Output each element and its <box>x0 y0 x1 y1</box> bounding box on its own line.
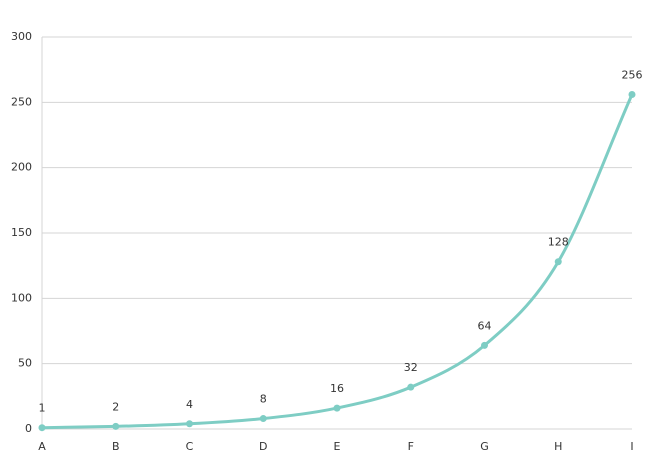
line <box>41 93 634 430</box>
value-label: 32 <box>404 361 418 374</box>
x-tick-label: I <box>630 440 633 453</box>
x-tick-label: C <box>186 440 194 453</box>
x-tick-label: E <box>334 440 341 453</box>
x-tick-label: H <box>554 440 562 453</box>
y-tick-label: 150 <box>11 226 32 239</box>
point <box>554 258 562 266</box>
x-tick-label: D <box>259 440 267 453</box>
point <box>259 415 267 423</box>
value-label: 8 <box>260 393 267 406</box>
x-tick-label: A <box>38 440 46 453</box>
x-tick-label: G <box>480 440 489 453</box>
value-label: 64 <box>478 319 492 332</box>
y-tick-label: 0 <box>25 422 32 435</box>
y-tick-label: 100 <box>11 291 32 304</box>
value-label: 16 <box>330 382 344 395</box>
y-tick-label: 50 <box>18 357 32 370</box>
value-label: 128 <box>548 236 569 249</box>
value-label: 2 <box>112 400 119 413</box>
point <box>38 424 46 432</box>
value-label: 256 <box>622 68 643 81</box>
y-tick-label: 300 <box>11 30 32 43</box>
point <box>112 422 120 430</box>
y-tick-label: 250 <box>11 95 32 108</box>
y-tick-label: 200 <box>11 161 32 174</box>
point <box>628 90 636 98</box>
point <box>186 420 193 428</box>
point <box>481 341 488 349</box>
value-label: 1 <box>39 402 46 415</box>
point <box>407 383 415 391</box>
x-tick-label: F <box>408 440 414 453</box>
point <box>333 404 341 412</box>
value-label: 4 <box>186 398 193 411</box>
x-tick-label: B <box>112 440 120 453</box>
